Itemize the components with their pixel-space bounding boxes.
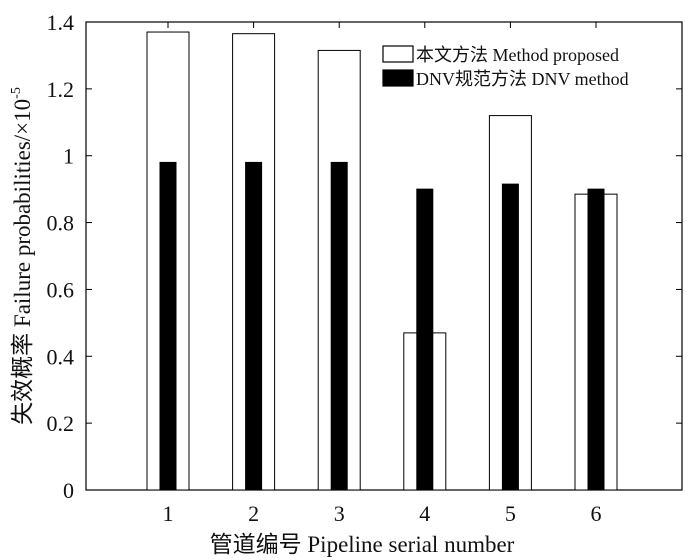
bar-dnv-method-6 bbox=[587, 188, 605, 491]
y-tick-label: 1 bbox=[63, 144, 74, 169]
x-tick-label: 6 bbox=[591, 501, 602, 526]
y-tick-label: 1.4 bbox=[47, 10, 75, 35]
y-axis: 0 0.2 0.4 0.6 0.8 1 1.2 1.4 bbox=[47, 10, 682, 503]
y-axis-exponent: -5 bbox=[9, 87, 24, 99]
y-tick-label: 0.2 bbox=[47, 411, 75, 436]
series-dnv-method bbox=[159, 161, 605, 491]
y-tick-label: 0.6 bbox=[47, 277, 75, 302]
y-axis-title-group: 失效概率 Failure probabilities/×10-5 bbox=[9, 87, 35, 425]
legend-label-method-proposed: 本文方法 Method proposed bbox=[416, 45, 619, 65]
legend-label-dnv-method: DNV规范方法 DNV method bbox=[416, 69, 629, 89]
bar-dnv-method-4 bbox=[416, 188, 434, 491]
y-tick-label: 0 bbox=[63, 478, 74, 503]
legend: 本文方法 Method proposed DNV规范方法 DNV method bbox=[382, 45, 629, 89]
y-axis-title: 失效概率 Failure probabilities/×10 bbox=[10, 99, 35, 425]
svg-text:失效概率 Failure probabilities/×10: 失效概率 Failure probabilities/×10-5 bbox=[9, 87, 35, 425]
x-tick-label: 2 bbox=[248, 501, 259, 526]
bar-dnv-method-2 bbox=[245, 161, 263, 491]
x-tick-label: 3 bbox=[334, 501, 345, 526]
bar-series bbox=[146, 31, 618, 491]
bar-dnv-method-3 bbox=[330, 161, 348, 491]
y-tick-label: 1.2 bbox=[47, 77, 75, 102]
bar-dnv-method-1 bbox=[159, 161, 177, 491]
x-tick-label: 1 bbox=[163, 501, 174, 526]
x-tick-label: 5 bbox=[505, 501, 516, 526]
x-tick-label: 4 bbox=[419, 501, 430, 526]
legend-swatch-method-proposed bbox=[382, 45, 414, 63]
legend-swatch-dnv-method bbox=[382, 69, 414, 87]
y-tick-label: 0.8 bbox=[47, 211, 75, 236]
x-axis-title: 管道编号 Pipeline serial number bbox=[210, 532, 515, 557]
y-tick-label: 0.4 bbox=[47, 344, 75, 369]
bar-dnv-method-5 bbox=[501, 183, 519, 491]
